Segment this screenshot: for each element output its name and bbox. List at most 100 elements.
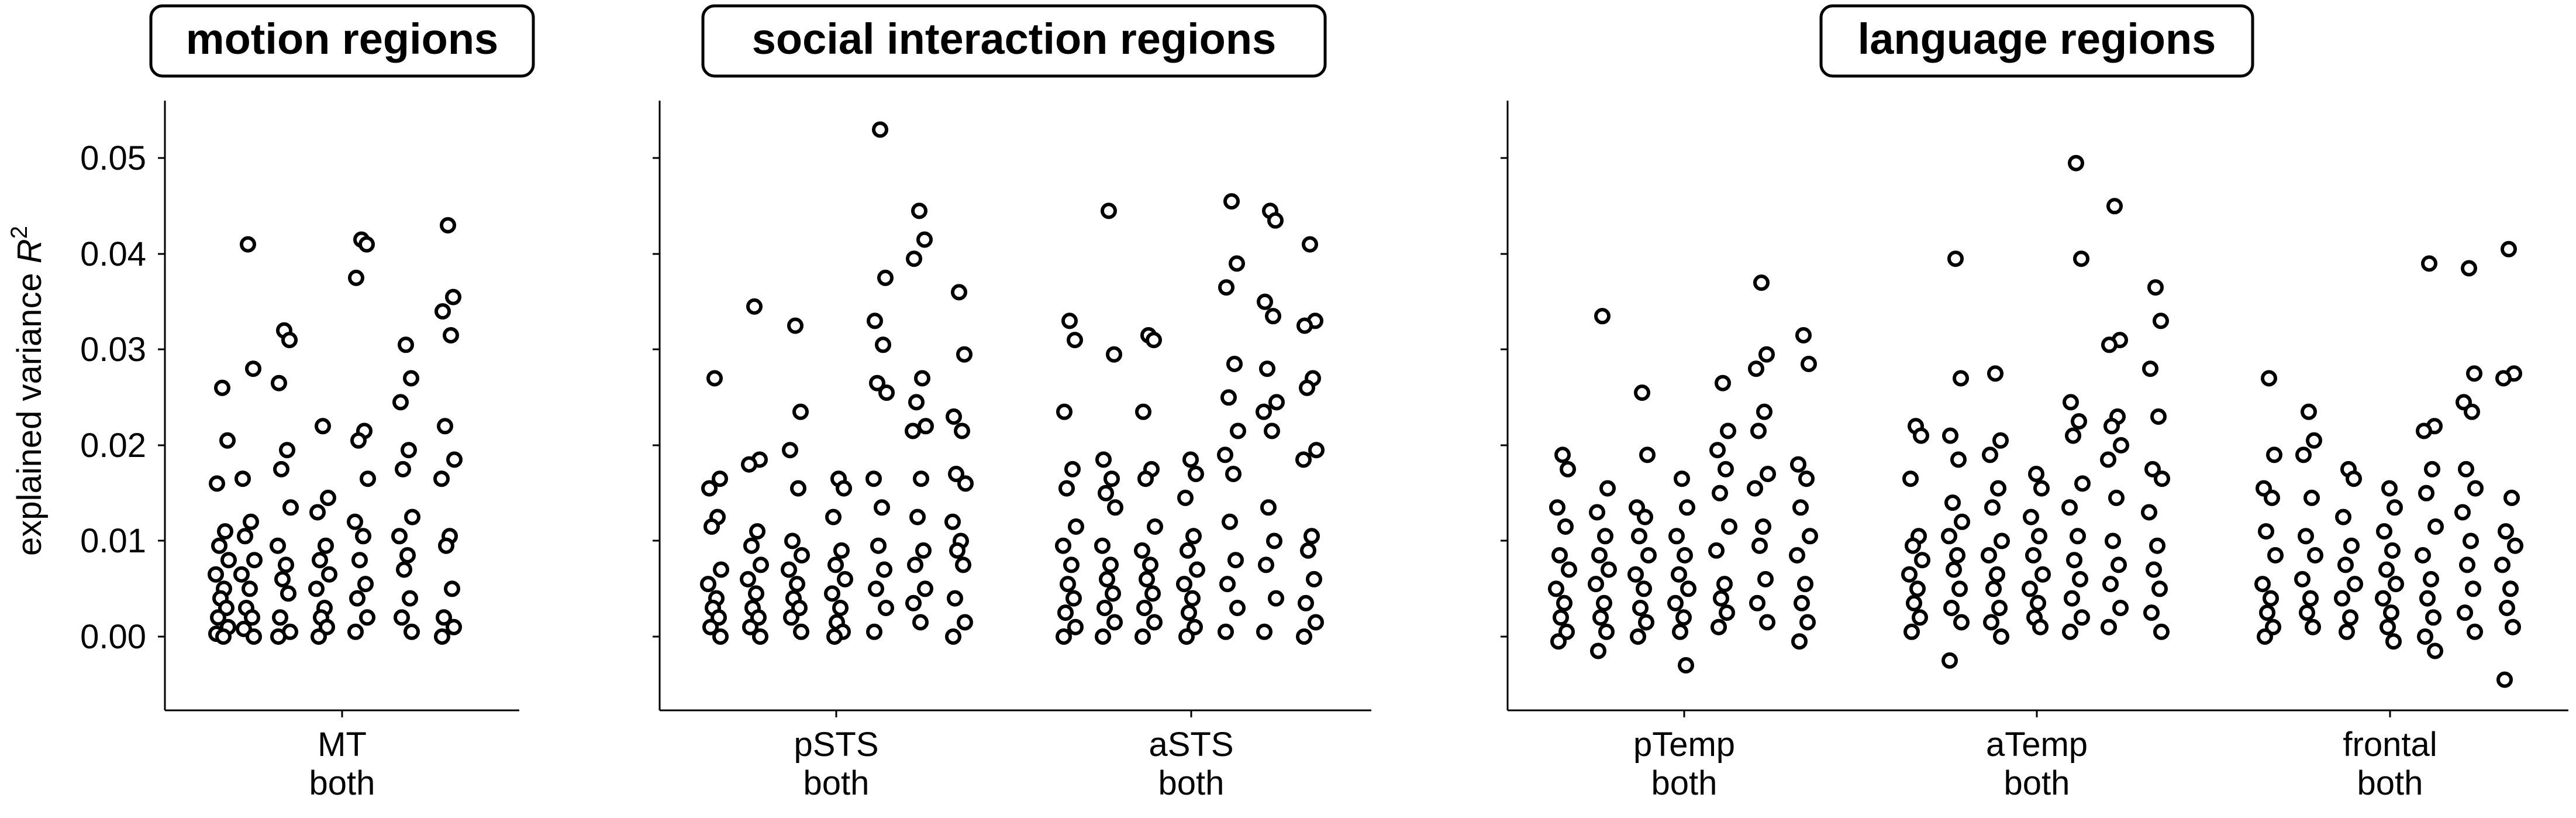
data-point xyxy=(2111,556,2127,573)
data-point xyxy=(1560,460,1576,477)
panel-social-interaction-regions: social interaction regions pSTS both aST… xyxy=(653,4,1371,802)
data-point xyxy=(1302,236,1318,253)
data-point xyxy=(2505,618,2521,635)
data-point xyxy=(2254,576,2271,593)
data-point xyxy=(2343,537,2360,554)
data-point xyxy=(1106,614,1123,631)
data-point xyxy=(2298,528,2314,545)
data-point xyxy=(913,470,929,487)
data-point xyxy=(2030,594,2046,611)
data-point xyxy=(1990,480,2006,497)
data-point xyxy=(1561,561,1577,578)
data-point xyxy=(2266,446,2282,463)
data-point xyxy=(208,566,224,583)
data-point xyxy=(217,523,233,540)
data-point xyxy=(2074,475,2091,492)
data-point xyxy=(282,499,299,516)
data-point xyxy=(2380,618,2396,635)
data-point xyxy=(1631,528,1647,545)
data-point xyxy=(2151,580,2168,597)
data-point xyxy=(1256,403,1272,420)
data-point xyxy=(1636,580,1652,597)
data-point xyxy=(1951,580,1968,597)
data-point xyxy=(1756,403,1772,420)
data-point xyxy=(246,552,263,569)
data-point xyxy=(1748,360,1764,377)
data-point xyxy=(2419,590,2436,607)
data-point xyxy=(2465,580,2481,597)
data-point xyxy=(1760,466,1776,482)
data-point xyxy=(392,394,409,411)
data-point xyxy=(1136,600,1153,616)
data-point xyxy=(2264,489,2280,506)
data-point xyxy=(1993,628,2009,645)
data-point xyxy=(1549,499,1565,516)
data-point xyxy=(2301,403,2317,420)
data-point xyxy=(1226,356,1243,372)
data-point xyxy=(2146,561,2162,578)
data-point xyxy=(1949,547,1965,563)
y-tick-label: 0.02 xyxy=(80,427,146,465)
data-point xyxy=(235,470,251,487)
data-point xyxy=(2334,590,2350,607)
data-point xyxy=(1268,394,1285,411)
y-axis-label: explained variance R2 xyxy=(6,226,49,556)
data-point xyxy=(2105,532,2121,549)
data-point xyxy=(1259,360,1275,377)
x-tick-label: both xyxy=(2004,764,2070,802)
data-point xyxy=(1265,308,1281,325)
data-point xyxy=(1067,332,1083,349)
data-point xyxy=(1266,532,1282,549)
data-point xyxy=(876,561,892,578)
data-point xyxy=(2384,542,2401,559)
data-points xyxy=(1548,154,2523,688)
x-tick-label: both xyxy=(1158,764,1225,802)
data-point xyxy=(2498,523,2514,540)
y-tick-label: 0.05 xyxy=(80,139,146,177)
data-point xyxy=(2307,547,2323,563)
data-point xyxy=(948,466,964,482)
group-points xyxy=(1055,193,1325,645)
data-point xyxy=(2032,618,2049,635)
y-tick-label: 0.04 xyxy=(80,235,146,273)
data-point xyxy=(1901,566,1918,583)
data-point xyxy=(1298,594,1314,611)
data-point xyxy=(1063,556,1080,573)
panel-title: motion regions xyxy=(149,4,535,78)
data-point xyxy=(311,628,327,645)
data-point xyxy=(1222,513,1238,530)
group-points xyxy=(208,217,463,645)
panel-language-regions: language regions pTemp both aTemp both f… xyxy=(1501,4,2568,802)
data-point xyxy=(1299,379,1315,396)
data-point xyxy=(402,590,418,607)
data-point xyxy=(945,628,961,645)
data-point xyxy=(1639,446,1656,463)
data-point xyxy=(789,576,805,593)
data-point xyxy=(1947,250,1964,267)
data-point xyxy=(1182,451,1199,468)
data-point xyxy=(1096,600,1113,616)
data-point xyxy=(1675,609,1692,626)
data-point xyxy=(2147,279,2164,296)
data-point xyxy=(446,451,463,468)
data-point xyxy=(1256,623,1273,640)
data-point xyxy=(1057,604,1074,621)
data-point xyxy=(2112,600,2129,616)
data-point xyxy=(824,585,840,602)
data-point xyxy=(2464,403,2480,420)
data-point xyxy=(752,628,768,645)
data-point xyxy=(753,556,769,573)
data-point xyxy=(272,609,288,626)
data-point xyxy=(433,470,450,487)
data-point xyxy=(2025,547,2042,563)
x-tick-label: aTemp xyxy=(1986,726,2088,764)
data-point xyxy=(2073,250,2089,267)
data-point xyxy=(1795,327,1812,343)
data-point xyxy=(1218,623,1234,640)
data-point xyxy=(2423,570,2439,587)
data-point xyxy=(1667,594,1684,611)
data-point xyxy=(1229,600,1246,616)
data-point xyxy=(1630,628,1646,645)
data-point xyxy=(1718,460,1734,477)
data-point xyxy=(2305,618,2321,635)
